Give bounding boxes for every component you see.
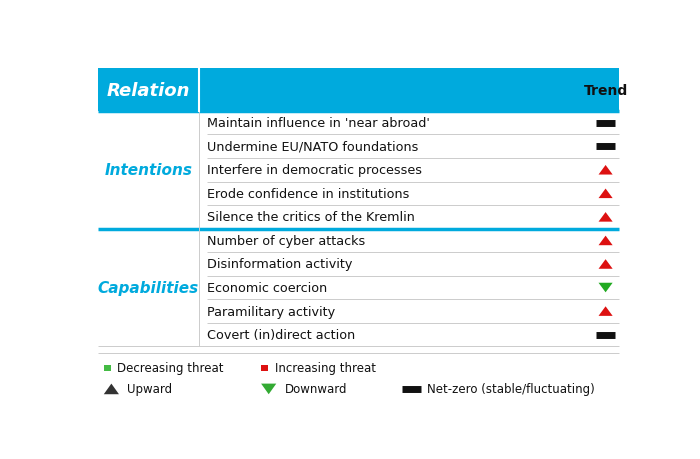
Text: Trend: Trend bbox=[584, 84, 628, 97]
Text: Downward: Downward bbox=[284, 383, 347, 396]
Text: Net-zero (stable/fluctuating): Net-zero (stable/fluctuating) bbox=[426, 383, 594, 396]
Polygon shape bbox=[104, 384, 119, 394]
Text: Increasing threat: Increasing threat bbox=[275, 361, 376, 375]
Text: Number of cyber attacks: Number of cyber attacks bbox=[206, 235, 365, 247]
Bar bbox=[98, 69, 619, 112]
Text: Capabilities: Capabilities bbox=[98, 280, 200, 296]
Text: Maintain influence in 'near abroad': Maintain influence in 'near abroad' bbox=[206, 117, 430, 130]
Polygon shape bbox=[598, 307, 612, 316]
Polygon shape bbox=[598, 236, 612, 246]
Text: Covert (in)direct action: Covert (in)direct action bbox=[206, 329, 355, 341]
Text: Decreasing threat: Decreasing threat bbox=[118, 361, 224, 375]
Text: Relation: Relation bbox=[107, 81, 190, 100]
Bar bbox=[104, 365, 111, 371]
Text: Economic coercion: Economic coercion bbox=[206, 281, 327, 294]
Text: Upward: Upward bbox=[127, 383, 172, 396]
Polygon shape bbox=[261, 384, 277, 394]
Polygon shape bbox=[598, 166, 612, 175]
Text: Interfere in democratic processes: Interfere in democratic processes bbox=[206, 164, 422, 177]
Polygon shape bbox=[598, 260, 612, 269]
Text: Undermine EU/NATO foundations: Undermine EU/NATO foundations bbox=[206, 140, 418, 153]
Text: Indicator: Indicator bbox=[245, 81, 336, 100]
Polygon shape bbox=[598, 189, 612, 199]
Bar bbox=[261, 365, 268, 371]
Text: Disinformation activity: Disinformation activity bbox=[206, 258, 352, 271]
Text: Silence the critics of the Kremlin: Silence the critics of the Kremlin bbox=[206, 211, 414, 224]
Text: Intentions: Intentions bbox=[104, 163, 192, 178]
Text: Erode confidence in institutions: Erode confidence in institutions bbox=[206, 187, 410, 201]
Polygon shape bbox=[598, 283, 612, 293]
Text: Paramilitary activity: Paramilitary activity bbox=[206, 305, 335, 318]
Polygon shape bbox=[598, 213, 612, 222]
